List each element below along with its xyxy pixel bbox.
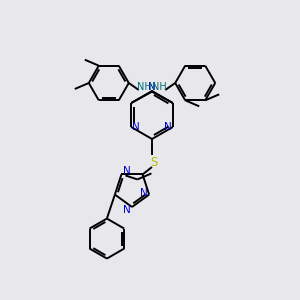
Text: N: N	[148, 82, 156, 92]
Text: N: N	[123, 205, 131, 215]
Text: N: N	[140, 188, 148, 198]
Text: N: N	[122, 167, 130, 176]
Text: N: N	[164, 122, 172, 132]
Text: NH: NH	[152, 82, 167, 92]
Text: N: N	[132, 122, 140, 132]
Text: S: S	[150, 157, 158, 169]
Text: NH: NH	[137, 82, 152, 92]
